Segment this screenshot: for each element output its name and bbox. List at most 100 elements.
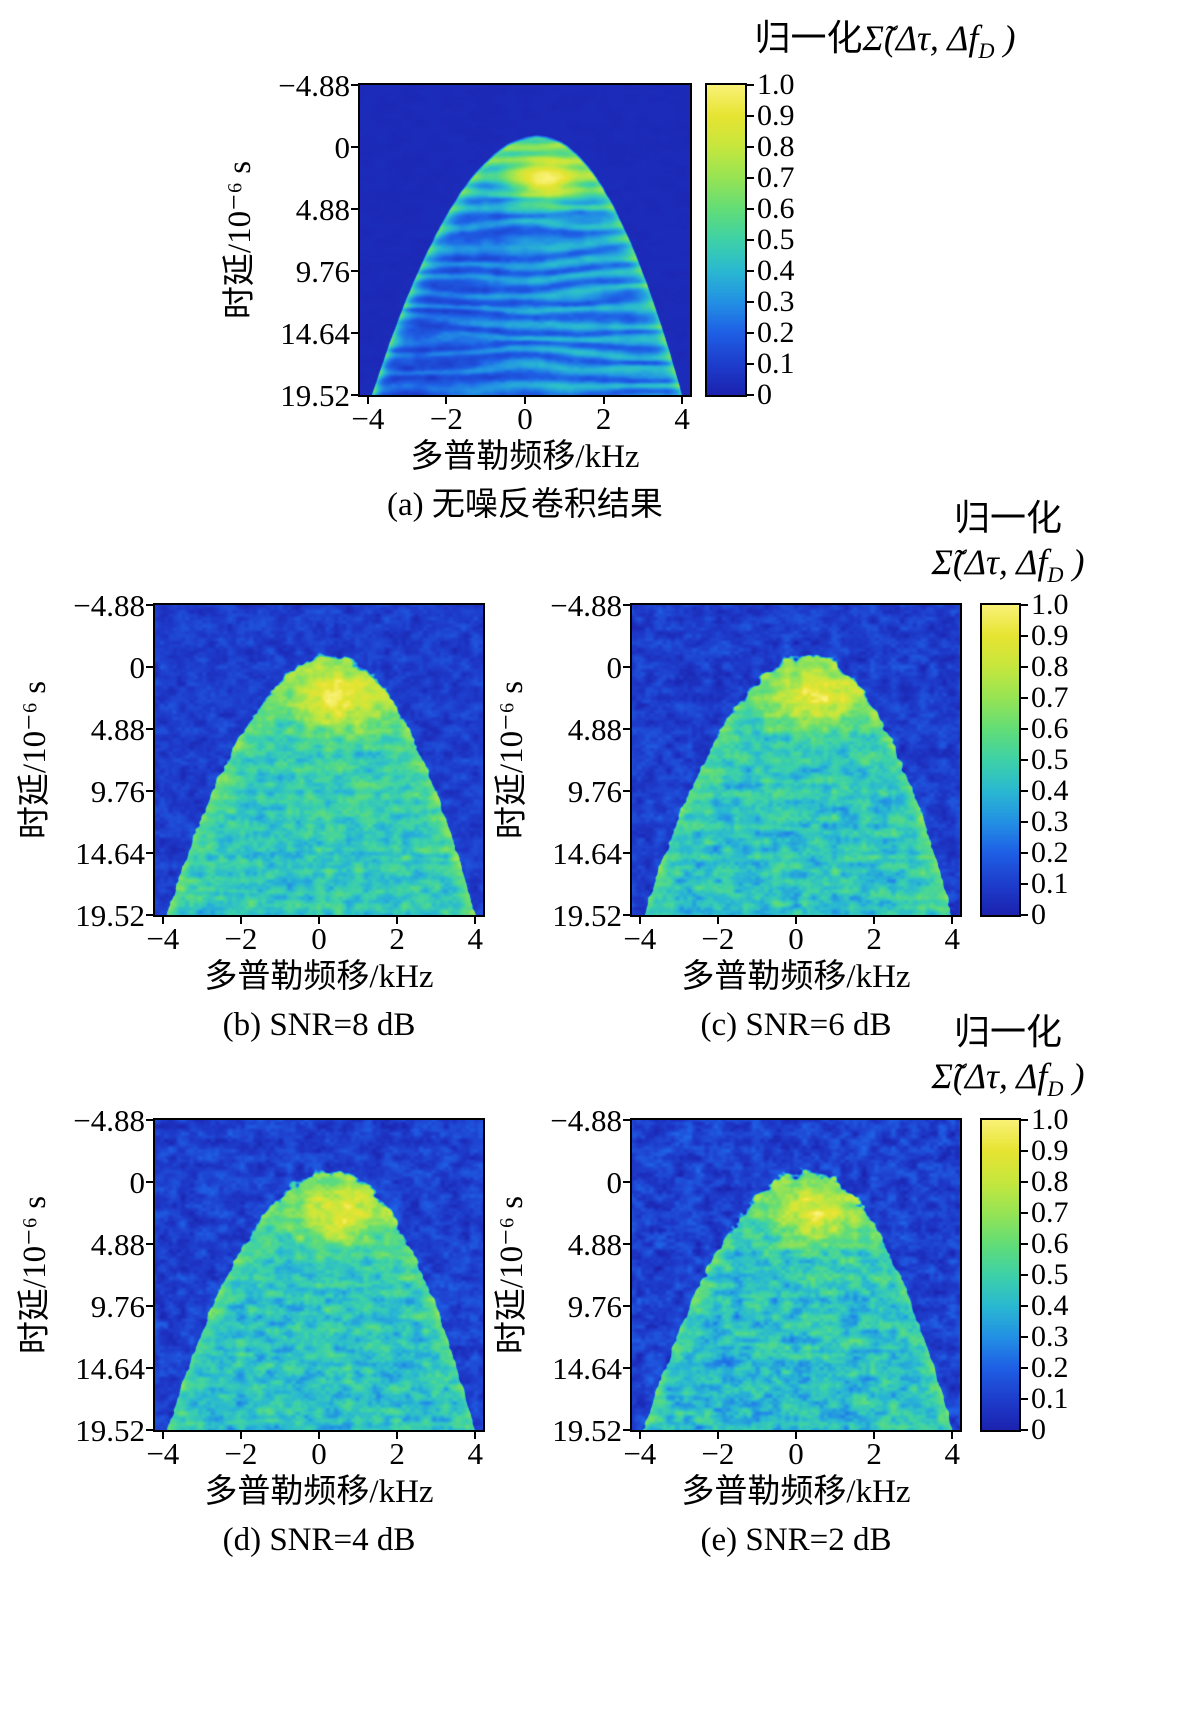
x-tick-label: −2 [429, 401, 463, 436]
colorbar-title-segment: D [1047, 1076, 1064, 1102]
colorbar-title-line: 归一化 [858, 1010, 1158, 1054]
y-tick-mark [146, 790, 153, 792]
colorbar-tick-mark [747, 394, 754, 396]
colorbar-tick-label: 0.9 [757, 99, 795, 132]
colorbar-tick-mark [1021, 728, 1028, 730]
y-tick-mark [623, 1243, 630, 1245]
y-tick-mark [351, 394, 358, 396]
y-tick-mark [146, 1181, 153, 1183]
y-tick-label: 19.52 [552, 1413, 622, 1448]
y-tick-label: 19.52 [552, 898, 622, 933]
colorbar-canvas [980, 603, 1021, 917]
colorbar-tick-label: 0.5 [757, 223, 795, 256]
x-tick-label: 2 [866, 921, 882, 956]
y-tick-mark [146, 1429, 153, 1431]
colorbar-tick-mark [747, 146, 754, 148]
colorbar-title-segment: ) [1063, 1056, 1085, 1096]
x-tick-label: 0 [311, 1436, 327, 1471]
colorbar-tick-mark [1021, 852, 1028, 854]
y-tick-label: 4.88 [295, 192, 350, 227]
colorbar-tick-mark [1021, 1429, 1028, 1431]
colorbar-title-line: 归一化Σ̃(Δτ, ΔfD ) [615, 16, 1155, 73]
subplot-caption-a: (a) 无噪反卷积结果 [387, 487, 663, 523]
colorbar-tick-label: 0.9 [1031, 1134, 1069, 1167]
colorbar-tick-label: 0.6 [757, 192, 795, 225]
colorbar-tick-label: 0.2 [1031, 836, 1069, 869]
colorbar-canvas [980, 1118, 1021, 1432]
x-tick-label: 4 [944, 921, 960, 956]
colorbar-tick-label: 0.8 [1031, 650, 1069, 683]
x-tick-label: 2 [389, 1436, 405, 1471]
y-tick-label: 14.64 [75, 1351, 145, 1386]
x-tick-label: 4 [467, 921, 483, 956]
y-tick-label: −4.88 [73, 588, 145, 623]
colorbar-title-segment: Σ̃(Δτ, Δf [862, 18, 979, 58]
y-tick-mark [623, 1181, 630, 1183]
y-tick-mark [623, 1367, 630, 1369]
colorbar-tick-mark [747, 239, 754, 241]
colorbar-tick-label: 0.5 [1031, 1258, 1069, 1291]
x-tick-mark [318, 917, 320, 924]
y-tick-mark [623, 1429, 630, 1431]
colorbar-title-line: Σ̃(Δτ, ΔfD ) [858, 1054, 1158, 1111]
x-tick-label: −4 [623, 921, 657, 956]
colorbar-tick-mark [1021, 1367, 1028, 1369]
y-axis-label-text: 时延/10⁻⁶ s [17, 1195, 53, 1355]
x-tick-label: 2 [595, 401, 612, 436]
x-tick-mark [396, 1432, 399, 1439]
y-tick-mark [351, 332, 358, 334]
colorbar-tick-mark [1021, 1150, 1028, 1152]
colorbar-tick-mark [1021, 1305, 1028, 1307]
x-tick-label: −4 [623, 1436, 657, 1471]
x-tick-mark [474, 917, 477, 924]
colorbar-title-segment: 归一化 [754, 18, 863, 58]
x-tick-label: −4 [146, 1436, 180, 1471]
y-tick-label: 9.76 [295, 254, 350, 289]
y-axis-label-text: 时延/10⁻⁶ s [494, 680, 530, 840]
y-tick-label: 4.88 [90, 712, 145, 747]
y-tick-mark [623, 728, 630, 730]
y-axis-label: 时延/10⁻⁶ s [13, 1120, 53, 1430]
colorbar-tick-mark [1021, 635, 1028, 637]
y-tick-mark [146, 852, 153, 854]
y-axis-label-text: 时延/10⁻⁶ s [494, 1195, 530, 1355]
x-tick-label: 2 [866, 1436, 882, 1471]
y-tick-label: 0 [129, 1165, 146, 1200]
y-tick-label: 0 [606, 1165, 623, 1200]
y-tick-label: 9.76 [90, 1289, 145, 1324]
x-axis-label: 多普勒频移/kHz [681, 959, 911, 995]
x-tick-mark [524, 397, 526, 404]
x-tick-mark [239, 1432, 242, 1439]
x-tick-mark [161, 917, 164, 924]
x-tick-label: −2 [701, 921, 735, 956]
x-tick-label: 0 [788, 921, 804, 956]
x-tick-mark [445, 397, 448, 404]
y-tick-label: −4.88 [550, 588, 622, 623]
x-tick-mark [474, 1432, 477, 1439]
y-tick-mark [146, 1367, 153, 1369]
colorbar-tick-label: 0.6 [1031, 712, 1069, 745]
colorbar-0: 1.0 0.9 0.8 0.7 0.6 0.5 0.4 0.3 0.2 0.1 0 [705, 70, 795, 410]
y-tick-label: 14.64 [552, 1351, 622, 1386]
x-tick-mark [873, 1432, 876, 1439]
colorbar-tick-label: 0.1 [757, 347, 795, 380]
colorbar-tick-label: 0.4 [757, 254, 795, 287]
x-tick-mark [951, 917, 954, 924]
x-tick-mark [638, 917, 641, 924]
colorbar-tick-mark [1021, 914, 1028, 916]
y-tick-mark [623, 914, 630, 916]
colorbar-tick-label: 0.3 [757, 285, 795, 318]
y-tick-label: 0 [606, 650, 623, 685]
x-tick-mark [795, 917, 797, 924]
x-tick-label: −2 [224, 1436, 258, 1471]
colorbar-tick-mark [747, 84, 754, 86]
y-tick-label: 4.88 [90, 1227, 145, 1262]
y-tick-label: 9.76 [567, 774, 622, 809]
x-tick-label: 0 [517, 401, 533, 436]
y-tick-label: −4.88 [550, 1103, 622, 1138]
x-tick-mark [716, 917, 719, 924]
y-tick-mark [623, 1119, 630, 1121]
colorbar-tick-label: 0.8 [1031, 1165, 1069, 1198]
colorbar-tick-mark [1021, 604, 1028, 606]
colorbar-title-segment: D [978, 38, 995, 64]
